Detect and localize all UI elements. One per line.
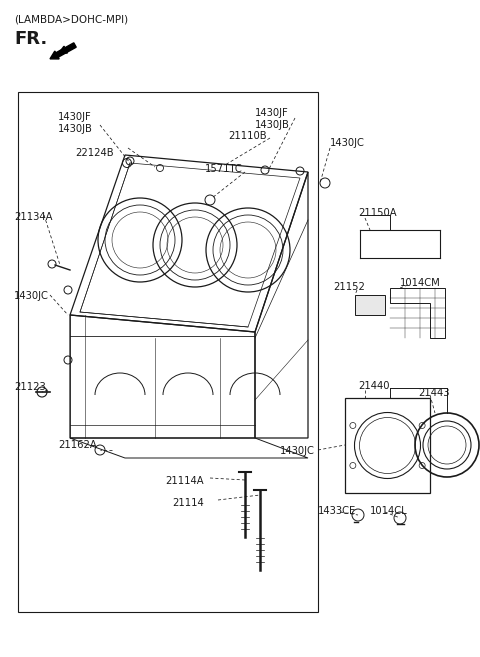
- Text: 21150A: 21150A: [358, 208, 396, 218]
- Text: 1430JF
1430JB: 1430JF 1430JB: [255, 108, 290, 129]
- Text: FR.: FR.: [14, 30, 47, 48]
- Text: 1430JC: 1430JC: [280, 446, 315, 456]
- Text: 21123: 21123: [14, 382, 46, 392]
- Bar: [345, 398, 430, 493]
- Text: 21443: 21443: [418, 388, 449, 398]
- Text: 21114A: 21114A: [165, 476, 204, 486]
- Text: 21162A: 21162A: [58, 440, 97, 450]
- Text: 21440: 21440: [358, 381, 389, 391]
- Text: 21114: 21114: [172, 498, 204, 508]
- Text: 1014CL: 1014CL: [370, 506, 408, 516]
- Text: (LAMBDA>DOHC-MPI): (LAMBDA>DOHC-MPI): [14, 14, 128, 24]
- Text: 21134A: 21134A: [14, 212, 52, 222]
- Text: 1430JC: 1430JC: [14, 291, 49, 301]
- FancyArrow shape: [50, 43, 76, 59]
- Text: 1014CM: 1014CM: [400, 278, 441, 288]
- Text: 1571TC: 1571TC: [205, 164, 243, 174]
- Text: 1433CE: 1433CE: [318, 506, 356, 516]
- Text: 21152: 21152: [333, 282, 365, 292]
- Text: 1430JF
1430JB: 1430JF 1430JB: [58, 112, 93, 133]
- Bar: [18, 92, 318, 612]
- Text: 22124B: 22124B: [75, 148, 114, 158]
- Text: 21110B: 21110B: [228, 131, 266, 141]
- Text: 1430JC: 1430JC: [330, 138, 365, 148]
- FancyBboxPatch shape: [355, 295, 385, 315]
